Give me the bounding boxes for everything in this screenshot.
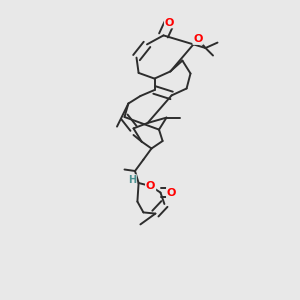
Text: H: H (128, 175, 136, 185)
Text: O: O (165, 17, 174, 28)
Text: O: O (193, 34, 203, 44)
Text: O: O (146, 181, 155, 191)
Text: O: O (167, 188, 176, 198)
